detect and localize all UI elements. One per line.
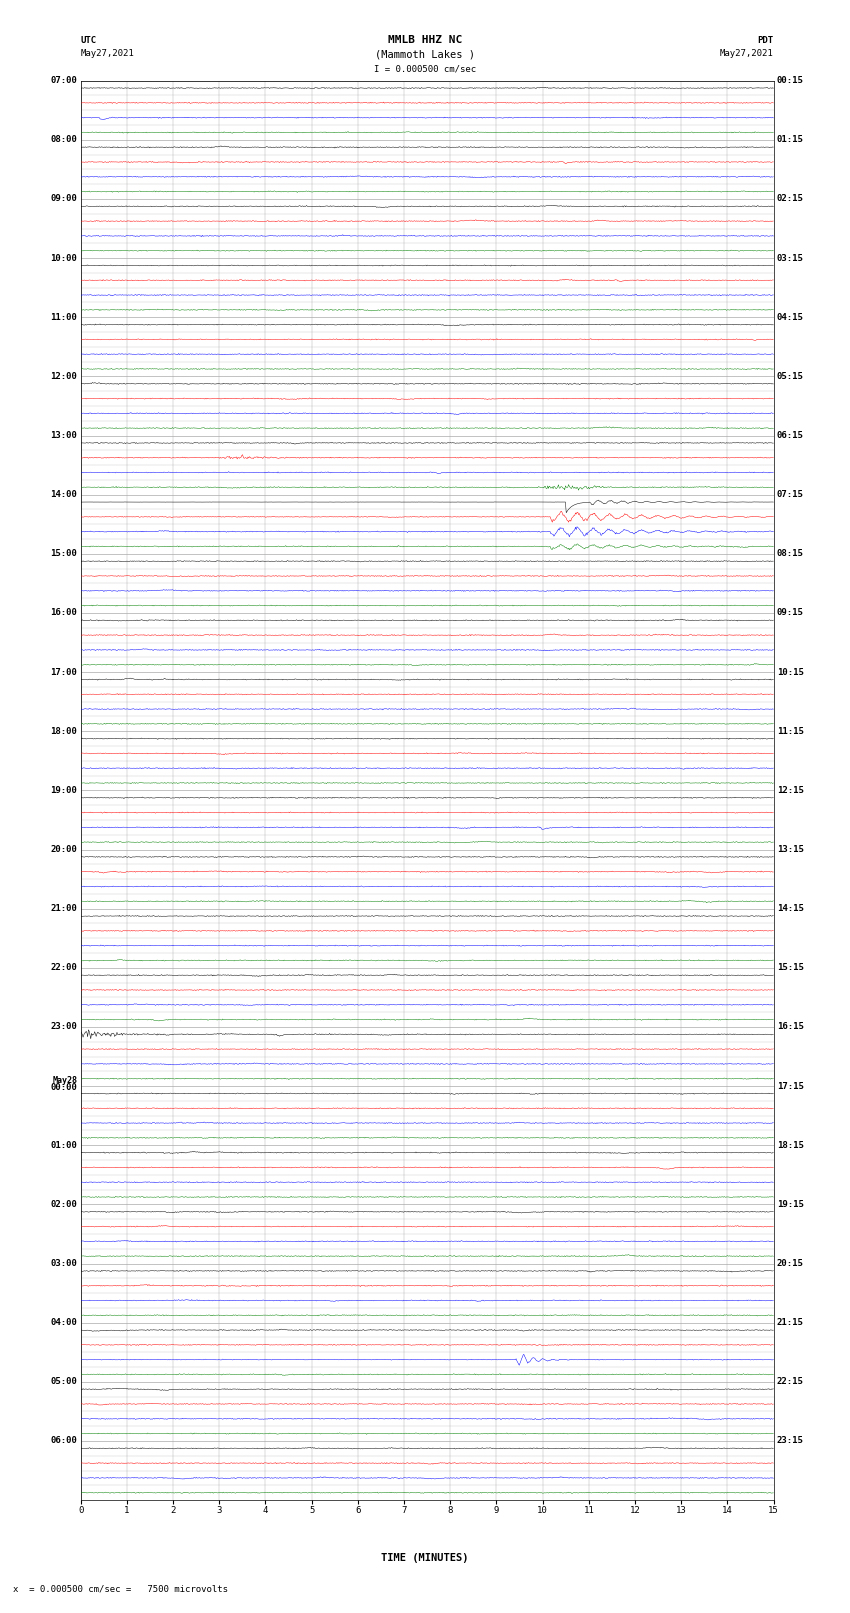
- Text: 05:15: 05:15: [777, 373, 804, 381]
- Text: 08:15: 08:15: [777, 550, 804, 558]
- Text: 11:00: 11:00: [50, 313, 77, 321]
- Text: 15:00: 15:00: [50, 550, 77, 558]
- Text: 09:15: 09:15: [777, 608, 804, 618]
- Text: 14:15: 14:15: [777, 905, 804, 913]
- Text: 11:15: 11:15: [777, 727, 804, 736]
- Text: UTC: UTC: [81, 35, 97, 45]
- Text: 06:00: 06:00: [50, 1437, 77, 1445]
- Text: 21:00: 21:00: [50, 905, 77, 913]
- Text: May27,2021: May27,2021: [81, 48, 134, 58]
- Text: 10:00: 10:00: [50, 253, 77, 263]
- Text: May27,2021: May27,2021: [720, 48, 774, 58]
- Text: 18:00: 18:00: [50, 727, 77, 736]
- Text: May28: May28: [53, 1076, 77, 1084]
- Text: I = 0.000500 cm/sec: I = 0.000500 cm/sec: [374, 65, 476, 74]
- Text: 23:15: 23:15: [777, 1437, 804, 1445]
- Text: MMLB HHZ NC: MMLB HHZ NC: [388, 35, 462, 45]
- Text: 02:15: 02:15: [777, 195, 804, 203]
- Text: 21:15: 21:15: [777, 1318, 804, 1327]
- Text: 01:15: 01:15: [777, 135, 804, 144]
- Text: TIME (MINUTES): TIME (MINUTES): [382, 1553, 468, 1563]
- Text: 04:00: 04:00: [50, 1318, 77, 1327]
- Text: 06:15: 06:15: [777, 431, 804, 440]
- Text: 16:15: 16:15: [777, 1023, 804, 1031]
- Text: 22:15: 22:15: [777, 1378, 804, 1386]
- Text: 03:00: 03:00: [50, 1260, 77, 1268]
- Text: 19:15: 19:15: [777, 1200, 804, 1208]
- Text: 07:00: 07:00: [50, 76, 77, 85]
- Text: 13:15: 13:15: [777, 845, 804, 853]
- Text: 03:15: 03:15: [777, 253, 804, 263]
- Text: 13:00: 13:00: [50, 431, 77, 440]
- Text: 07:15: 07:15: [777, 490, 804, 498]
- Text: 22:00: 22:00: [50, 963, 77, 973]
- Text: 16:00: 16:00: [50, 608, 77, 618]
- Text: 14:00: 14:00: [50, 490, 77, 498]
- Text: 19:00: 19:00: [50, 786, 77, 795]
- Text: 05:00: 05:00: [50, 1378, 77, 1386]
- Text: 09:00: 09:00: [50, 195, 77, 203]
- Text: 15:15: 15:15: [777, 963, 804, 973]
- Text: 20:00: 20:00: [50, 845, 77, 853]
- Text: x  = 0.000500 cm/sec =   7500 microvolts: x = 0.000500 cm/sec = 7500 microvolts: [13, 1584, 228, 1594]
- Text: (Mammoth Lakes ): (Mammoth Lakes ): [375, 50, 475, 60]
- Text: 20:15: 20:15: [777, 1260, 804, 1268]
- Text: 12:15: 12:15: [777, 786, 804, 795]
- Text: 00:15: 00:15: [777, 76, 804, 85]
- Text: PDT: PDT: [757, 35, 774, 45]
- Text: 17:15: 17:15: [777, 1082, 804, 1090]
- Text: 23:00: 23:00: [50, 1023, 77, 1031]
- Text: 18:15: 18:15: [777, 1140, 804, 1150]
- Text: 12:00: 12:00: [50, 373, 77, 381]
- Text: 01:00: 01:00: [50, 1140, 77, 1150]
- Text: 04:15: 04:15: [777, 313, 804, 321]
- Text: 00:00: 00:00: [50, 1082, 77, 1092]
- Text: 10:15: 10:15: [777, 668, 804, 676]
- Text: 08:00: 08:00: [50, 135, 77, 144]
- Text: 17:00: 17:00: [50, 668, 77, 676]
- Text: 02:00: 02:00: [50, 1200, 77, 1208]
